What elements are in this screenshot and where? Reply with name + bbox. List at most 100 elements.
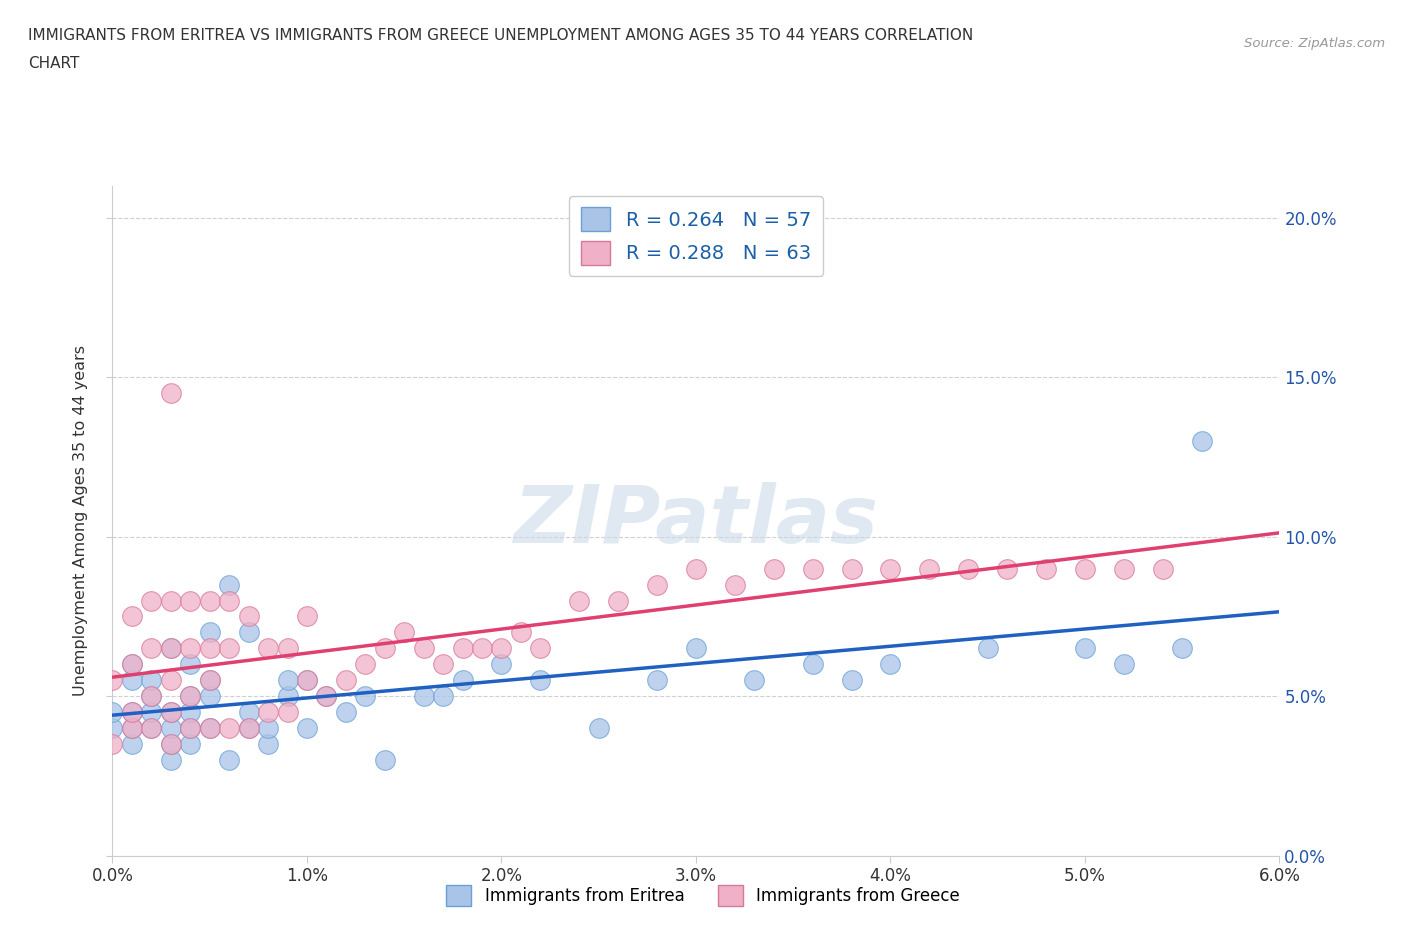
Text: Source: ZipAtlas.com: Source: ZipAtlas.com: [1244, 37, 1385, 50]
Point: [354, 689, 377, 704]
Y-axis label: Unemployment Among Ages 35 to 44 years: Unemployment Among Ages 35 to 44 years: [73, 345, 89, 697]
Point: [121, 721, 143, 736]
Point: [179, 593, 201, 608]
Point: [141, 721, 163, 736]
Point: [179, 689, 201, 704]
Point: [257, 721, 280, 736]
Point: [276, 672, 298, 687]
Point: [160, 705, 183, 720]
Point: [101, 672, 124, 687]
Point: [374, 641, 396, 656]
Point: [141, 689, 163, 704]
Point: [121, 721, 143, 736]
Point: [335, 672, 357, 687]
Point: [607, 593, 630, 608]
Point: [121, 672, 143, 687]
Point: [257, 705, 280, 720]
Point: [160, 721, 183, 736]
Point: [218, 721, 240, 736]
Point: [179, 705, 201, 720]
Point: [179, 641, 201, 656]
Point: [1074, 561, 1097, 576]
Point: [276, 705, 298, 720]
Point: [432, 689, 454, 704]
Point: [276, 641, 298, 656]
Point: [238, 721, 260, 736]
Point: [160, 737, 183, 751]
Point: [315, 689, 337, 704]
Point: [529, 641, 551, 656]
Point: [879, 561, 901, 576]
Point: [295, 609, 318, 624]
Text: CHART: CHART: [28, 56, 80, 71]
Point: [160, 641, 183, 656]
Point: [1112, 657, 1135, 671]
Point: [918, 561, 941, 576]
Point: [685, 561, 707, 576]
Point: [141, 641, 163, 656]
Point: [491, 641, 513, 656]
Point: [121, 705, 143, 720]
Point: [1035, 561, 1057, 576]
Point: [198, 721, 221, 736]
Point: [141, 593, 163, 608]
Point: [509, 625, 531, 640]
Point: [218, 578, 240, 592]
Point: [1152, 561, 1174, 576]
Point: [160, 386, 183, 401]
Point: [412, 641, 434, 656]
Point: [160, 593, 183, 608]
Point: [724, 578, 747, 592]
Point: [179, 689, 201, 704]
Point: [198, 625, 221, 640]
Point: [238, 625, 260, 640]
Point: [160, 705, 183, 720]
Point: [198, 672, 221, 687]
Point: [218, 752, 240, 767]
Point: [218, 641, 240, 656]
Point: [529, 672, 551, 687]
Point: [315, 689, 337, 704]
Point: [198, 672, 221, 687]
Point: [141, 721, 163, 736]
Point: [1074, 641, 1097, 656]
Point: [179, 721, 201, 736]
Point: [121, 737, 143, 751]
Point: [141, 672, 163, 687]
Point: [295, 672, 318, 687]
Point: [879, 657, 901, 671]
Point: [101, 737, 124, 751]
Point: [257, 641, 280, 656]
Point: [218, 593, 240, 608]
Point: [841, 672, 863, 687]
Point: [354, 657, 377, 671]
Point: [762, 561, 785, 576]
Point: [198, 721, 221, 736]
Point: [141, 689, 163, 704]
Text: IMMIGRANTS FROM ERITREA VS IMMIGRANTS FROM GREECE UNEMPLOYMENT AMONG AGES 35 TO : IMMIGRANTS FROM ERITREA VS IMMIGRANTS FR…: [28, 28, 973, 43]
Point: [568, 593, 591, 608]
Point: [121, 657, 143, 671]
Legend: Immigrants from Eritrea, Immigrants from Greece: Immigrants from Eritrea, Immigrants from…: [440, 879, 966, 912]
Point: [141, 705, 163, 720]
Point: [198, 689, 221, 704]
Point: [121, 609, 143, 624]
Point: [121, 705, 143, 720]
Point: [995, 561, 1018, 576]
Point: [198, 641, 221, 656]
Point: [295, 721, 318, 736]
Point: [179, 721, 201, 736]
Point: [121, 657, 143, 671]
Legend: R = 0.264   N = 57, R = 0.288   N = 63: R = 0.264 N = 57, R = 0.288 N = 63: [569, 195, 823, 276]
Point: [392, 625, 416, 640]
Point: [295, 672, 318, 687]
Point: [491, 657, 513, 671]
Point: [841, 561, 863, 576]
Point: [238, 721, 260, 736]
Point: [742, 672, 765, 687]
Point: [957, 561, 980, 576]
Point: [451, 672, 474, 687]
Point: [179, 657, 201, 671]
Point: [179, 737, 201, 751]
Point: [160, 672, 183, 687]
